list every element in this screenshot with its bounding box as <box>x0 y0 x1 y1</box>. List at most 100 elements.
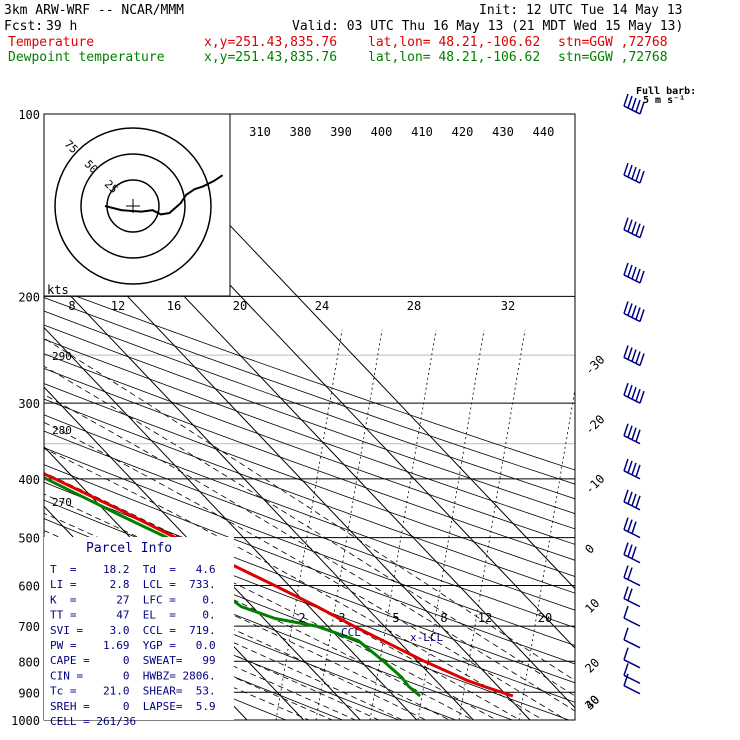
wind-barb-flag <box>635 268 641 282</box>
theta-e-label: 390 <box>330 125 352 139</box>
wind-barb-flag <box>631 266 637 280</box>
dry-adiabat-line <box>44 398 575 594</box>
theta-e-label: 400 <box>371 125 393 139</box>
moist-adiabat-label: 24 <box>315 299 329 313</box>
temperature-legend: Temperature <box>8 35 95 50</box>
wind-barb-flag <box>623 93 629 107</box>
wind-barb-flag <box>627 347 633 360</box>
parcel-info-row: K = 27 LFC = 0. <box>50 593 216 606</box>
wind-barb-flag <box>639 270 645 284</box>
mixing-ratio-label: 8 <box>440 611 447 625</box>
moist-adiabat-line <box>44 337 575 682</box>
wind-barb-flag <box>639 309 645 322</box>
wind-barb-flag <box>631 166 637 180</box>
parcel-info-row: CELL = 261/36 <box>50 715 136 728</box>
wind-barb-flag <box>639 225 645 238</box>
pressure-tick-label: 300 <box>18 397 40 411</box>
mixing-ratio-label: 3 <box>338 611 345 625</box>
pressure-tick-label: 600 <box>18 580 40 594</box>
forecast-label: Fcst: <box>4 19 44 34</box>
pressure-tick-label: 100 <box>18 108 40 122</box>
moist-adiabat-label: 16 <box>167 299 181 313</box>
wind-barb-flag <box>639 170 645 184</box>
dewpoint-latlon: lat,lon= 48.21,-106.62 <box>368 50 541 65</box>
wind-barb-flag <box>631 493 637 507</box>
wind-barb-flag <box>623 382 629 396</box>
wind-barb-flag <box>631 221 637 234</box>
temperature-profile <box>44 472 514 698</box>
wind-barb-shaft <box>623 685 641 695</box>
dry-adiabat-line <box>44 283 575 471</box>
dry-adiabat-line <box>44 324 575 515</box>
wind-barb-flag <box>627 164 633 178</box>
wind-barb-shaft <box>623 597 641 608</box>
dry-adiabat-line <box>44 414 575 611</box>
parcel-info-row: CAPE = 0 SWEAT= 99 <box>50 654 216 667</box>
wind-barb-flag <box>623 458 629 472</box>
wind-barb-flag <box>623 647 629 661</box>
barb-key: Full barb: 5 m s⁻¹ <box>636 86 696 106</box>
plot-frame <box>43 113 576 721</box>
dry-adiabat-line <box>44 310 575 500</box>
wind-barb-flag <box>623 345 629 358</box>
theta-e-label: 380 <box>290 125 312 139</box>
wind-barb-flag <box>627 491 633 505</box>
wind-barb-flag <box>627 519 633 532</box>
wind-barb-flag <box>627 425 633 438</box>
parcel-info-row: T = 18.2 Td = 4.6 <box>50 563 216 576</box>
isotherm-tick-label: -10 <box>582 472 607 497</box>
isotherm-tick-label: 40 <box>582 693 602 713</box>
hodograph-ring <box>54 127 212 285</box>
wind-barb-flag <box>627 95 633 109</box>
wind-barb-flag <box>635 223 641 236</box>
dry-adiabat-line <box>44 597 344 720</box>
parcel-info-row: Tc = 21.0 SHEAR= 53. <box>50 685 216 698</box>
mixing-ratio-line <box>518 386 575 720</box>
isotherm-tick-label: 0 <box>582 541 597 556</box>
moist-adiabat-line <box>44 559 404 720</box>
mixing-ratio-line <box>275 329 343 720</box>
wind-barb-flag <box>631 546 637 559</box>
isotherm-tick-label: -30 <box>582 352 607 377</box>
mixing-ratio-line <box>458 329 526 720</box>
mixing-ratio-label: 20 <box>538 611 552 625</box>
moist-adiabat-label: 20 <box>233 299 247 313</box>
mixing-ratio-label: 12 <box>478 611 492 625</box>
moist-adiabat-line <box>44 421 568 720</box>
wind-barb-flag <box>627 567 633 580</box>
wind-barb-flag <box>631 427 637 440</box>
temperature-latlon: lat,lon= 48.21,-106.62 <box>368 35 541 50</box>
dry-adiabat-line <box>44 464 575 665</box>
wind-barb-flag <box>635 495 641 509</box>
init-time: Init: 12 UTC Tue 14 May 13 <box>479 3 683 18</box>
barb-key-title: Full barb: <box>636 86 696 97</box>
dewpoint-legend: Dewpoint temperature <box>8 50 165 65</box>
wind-barb-flag <box>623 586 629 599</box>
dry-adiabat-line <box>44 430 575 629</box>
wind-barb-flag <box>623 542 629 555</box>
pressure-tick-label: 1000 <box>11 714 40 728</box>
isotherm-line <box>44 386 361 720</box>
mixing-ratio-line <box>315 329 383 720</box>
wind-barb-flag <box>623 262 629 276</box>
wind-barb-flag <box>639 390 645 404</box>
wind-barb-flag <box>627 303 633 316</box>
wind-barb-flag <box>623 605 629 619</box>
dry-adiabat-line <box>44 447 575 646</box>
wind-barb-flag <box>635 429 641 442</box>
wind-barb-flag <box>623 162 629 176</box>
dry-adiabat-line <box>44 338 575 530</box>
parcel-info-row: CIN = 0 HWBZ= 2806. <box>50 669 216 682</box>
wind-barb-flag <box>631 386 637 400</box>
dry-adiabat-line <box>44 297 575 485</box>
forecast-hours: 39 h <box>46 19 78 34</box>
dry-adiabat-line <box>44 383 575 577</box>
mixing-ratio-line <box>369 329 437 720</box>
mixing-ratio-line <box>417 329 485 720</box>
wind-barb-flag <box>635 168 641 182</box>
ccl-label: CCL <box>341 626 361 639</box>
wind-barb-flag <box>627 264 633 278</box>
isotherm-line <box>44 267 474 720</box>
dry-adiabat-line <box>44 481 575 684</box>
